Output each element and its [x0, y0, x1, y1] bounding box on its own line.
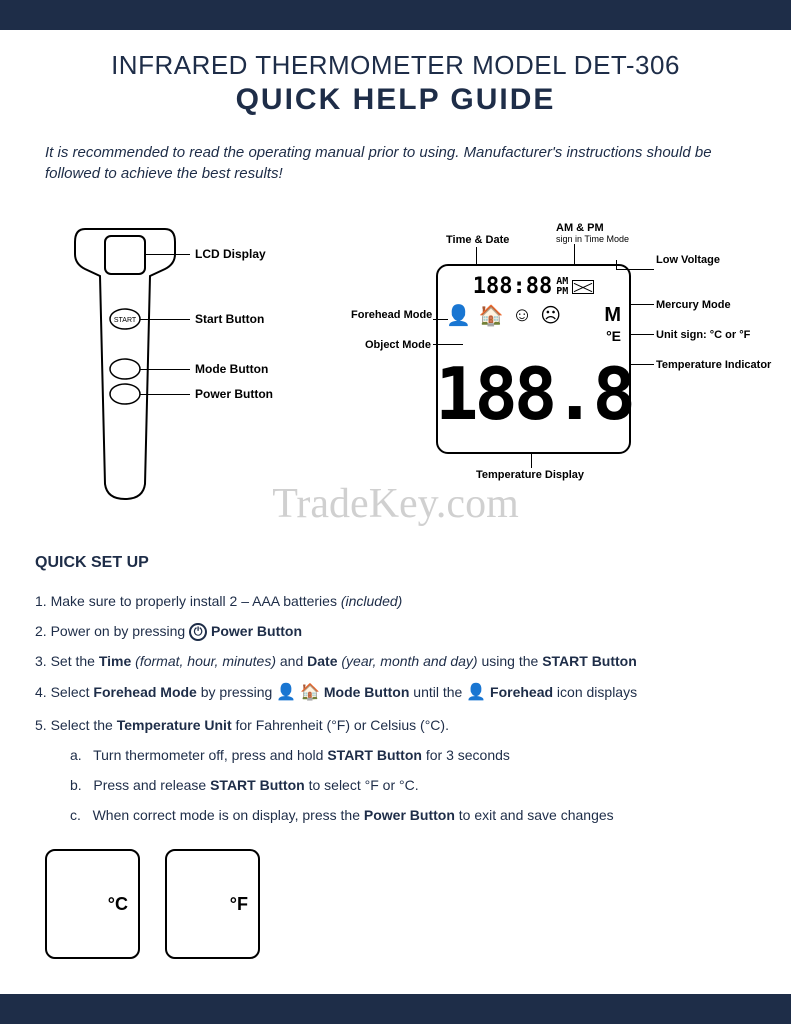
frown-icon: ☹ — [540, 303, 561, 328]
label-low-voltage: Low Voltage — [656, 254, 720, 266]
power-icon: ⏻ — [189, 623, 207, 641]
lcd-leader — [433, 319, 448, 320]
house-mode-icon: 🏠 — [300, 684, 320, 701]
label-unit-sign: Unit sign: °C or °F — [656, 329, 750, 341]
callout-power: Power Button — [195, 387, 273, 401]
lcd-leader — [631, 364, 654, 365]
label-temp-display: Temperature Display — [476, 469, 584, 481]
label-ampm: AM & PM — [556, 222, 604, 234]
setup-step-5a: a. Turn thermometer off, press and hold … — [70, 741, 756, 769]
setup-step-3: 3. Set the Time (format, hour, minutes) … — [35, 647, 756, 675]
lcd-time: 188:88 — [473, 274, 552, 299]
lcd-icons-row: 👤 🏠 ☺ ☹ M — [446, 303, 621, 328]
lcd-leader — [433, 344, 463, 345]
celsius-box: °C — [45, 849, 140, 959]
label-mercury: Mercury Mode — [656, 299, 731, 311]
label-time-date: Time & Date — [446, 234, 509, 246]
person-icon: 👤 — [446, 303, 471, 328]
callout-line — [140, 369, 190, 370]
person-icon-2: 👤 — [466, 684, 486, 701]
label-forehead-text: Forehead Mode — [351, 309, 432, 321]
callout-mode: Mode Button — [195, 362, 268, 376]
lcd-diagram: 188:88 AM PM 👤 🏠 ☺ ☹ M °E 188.8 — [316, 214, 756, 514]
setup-step-5: 5. Select the Temperature Unit for Fahre… — [35, 711, 756, 739]
lcd-leader — [574, 244, 575, 264]
lcd-pm: PM — [556, 286, 568, 297]
lcd-temperature: 188.8 — [446, 344, 621, 444]
lcd-leader — [616, 269, 654, 270]
title-line-2: QUICK HELP GUIDE — [35, 83, 756, 117]
svg-text:START: START — [114, 317, 137, 324]
smile-icon: ☺ — [512, 304, 532, 327]
lcd-leader — [631, 304, 654, 305]
lcd-unit: °E — [446, 328, 621, 344]
callout-line — [145, 254, 190, 255]
low-battery-icon — [572, 280, 594, 294]
lcd-time-row: 188:88 AM PM — [446, 274, 621, 299]
setup-step-1: 1. Make sure to properly install 2 – AAA… — [35, 587, 756, 615]
diagrams-row: START LCD Display Start Button Mode Butt… — [35, 214, 756, 514]
bottom-bar — [0, 994, 791, 1024]
quick-setup-heading: QUICK SET UP — [35, 554, 756, 572]
callout-line — [140, 394, 190, 395]
person-mode-icon: 👤 — [276, 684, 296, 701]
title-line-1: INFRARED THERMOMETER MODEL DET-306 — [35, 50, 756, 81]
label-ampm-sub: sign in Time Mode — [556, 234, 629, 244]
device-illustration: START — [65, 224, 185, 504]
top-bar — [0, 0, 791, 30]
quick-setup-list: 1. Make sure to properly install 2 – AAA… — [35, 587, 756, 829]
lcd-screen: 188:88 AM PM 👤 🏠 ☺ ☹ M °E 188.8 — [436, 264, 631, 454]
callout-lcd: LCD Display — [195, 247, 266, 261]
lcd-leader — [616, 260, 617, 270]
setup-step-4: 4. Select Forehead Mode by pressing 👤 🏠 … — [35, 677, 756, 709]
label-forehead: Forehead Mode — [351, 309, 431, 321]
unit-boxes: °C °F — [45, 849, 756, 959]
setup-step-5c: c. When correct mode is on display, pres… — [70, 801, 756, 829]
lcd-ampm: AM PM — [556, 277, 568, 297]
lcd-leader — [476, 247, 477, 264]
intro-text: It is recommended to read the operating … — [45, 142, 746, 184]
lcd-leader — [631, 334, 654, 335]
house-icon: 🏠 — [479, 303, 504, 328]
callout-start: Start Button — [195, 312, 264, 326]
page-content: INFRARED THERMOMETER MODEL DET-306 QUICK… — [0, 0, 791, 999]
lcd-m: M — [604, 304, 621, 327]
device-diagram: START LCD Display Start Button Mode Butt… — [35, 214, 295, 514]
setup-step-2: 2. Power on by pressing ⏻ Power Button — [35, 617, 756, 645]
lcd-leader — [531, 454, 532, 468]
setup-step-5b: b. Press and release START Button to sel… — [70, 771, 756, 799]
label-object: Object Mode — [351, 339, 431, 351]
fahrenheit-box: °F — [165, 849, 260, 959]
callout-line — [140, 319, 190, 320]
label-temp-indicator: Temperature Indicator — [656, 359, 771, 371]
